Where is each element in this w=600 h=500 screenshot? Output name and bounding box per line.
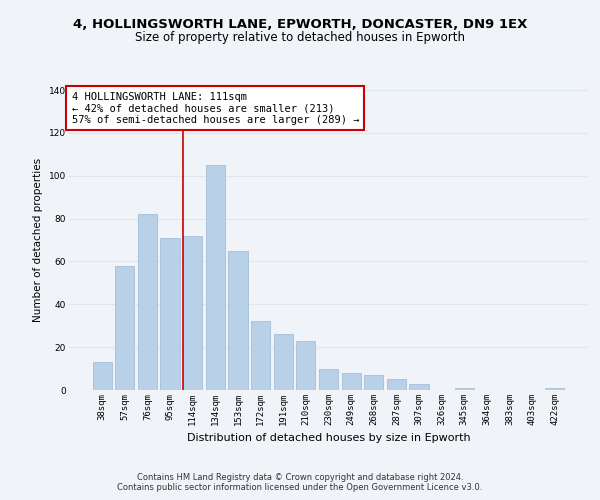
Bar [455, 388, 474, 390]
Bar [296, 340, 316, 390]
Bar [319, 368, 338, 390]
Bar [364, 375, 383, 390]
Bar [545, 388, 565, 390]
Text: 4 HOLLINGSWORTH LANE: 111sqm
← 42% of detached houses are smaller (213)
57% of s: 4 HOLLINGSWORTH LANE: 111sqm ← 42% of de… [71, 92, 359, 124]
Bar [206, 165, 225, 390]
Bar [229, 250, 248, 390]
Bar [274, 334, 293, 390]
Bar [183, 236, 202, 390]
X-axis label: Distribution of detached houses by size in Epworth: Distribution of detached houses by size … [187, 434, 470, 444]
Bar [160, 238, 180, 390]
Bar [115, 266, 134, 390]
Bar [92, 362, 112, 390]
Text: Contains public sector information licensed under the Open Government Licence v3: Contains public sector information licen… [118, 484, 482, 492]
Bar [138, 214, 157, 390]
Text: Size of property relative to detached houses in Epworth: Size of property relative to detached ho… [135, 31, 465, 44]
Bar [341, 373, 361, 390]
Bar [387, 380, 406, 390]
Text: 4, HOLLINGSWORTH LANE, EPWORTH, DONCASTER, DN9 1EX: 4, HOLLINGSWORTH LANE, EPWORTH, DONCASTE… [73, 18, 527, 30]
Bar [409, 384, 428, 390]
Text: Contains HM Land Registry data © Crown copyright and database right 2024.: Contains HM Land Registry data © Crown c… [137, 472, 463, 482]
Y-axis label: Number of detached properties: Number of detached properties [34, 158, 43, 322]
Bar [251, 322, 270, 390]
